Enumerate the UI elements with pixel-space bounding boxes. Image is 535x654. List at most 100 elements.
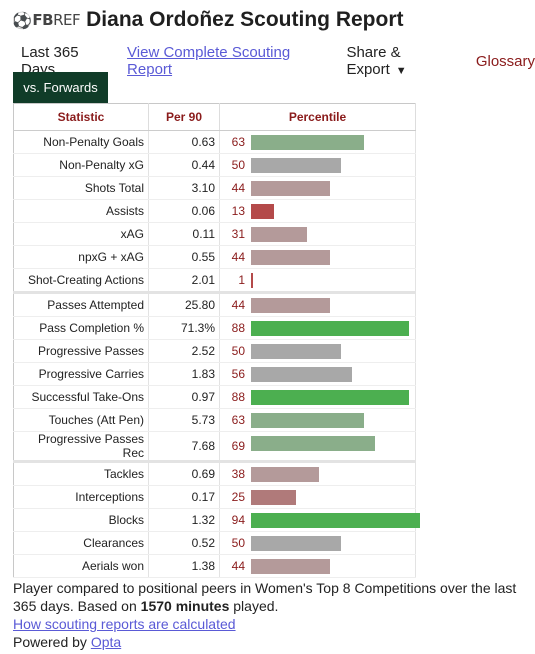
scouting-table: Statistic Per 90 Percentile Non-Penalty … <box>13 103 420 578</box>
stat-name: Progressive Passes <box>13 339 149 363</box>
table-row: Non-Penalty xG 0.44 50 <box>13 153 416 177</box>
percentile-value: 13 <box>231 204 245 218</box>
percentile-cell: 69 <box>219 431 416 463</box>
percentile-bar <box>251 181 330 196</box>
header: ⚽ FB REF Diana Ordoñez Scouting Report <box>12 8 404 32</box>
percentile-bar <box>251 413 364 428</box>
percentile-bar <box>251 490 296 505</box>
percentile-value: 50 <box>231 344 245 358</box>
per90-value: 0.55 <box>148 245 220 269</box>
per90-value: 0.69 <box>148 461 220 486</box>
percentile-cell: 88 <box>219 385 416 409</box>
percentile-value: 88 <box>231 390 245 404</box>
percentile-bar <box>251 513 420 528</box>
percentile-cell: 50 <box>219 531 416 555</box>
percentile-value: 69 <box>231 439 245 453</box>
percentile-bar <box>251 436 375 451</box>
table-row: npxG + xAG 0.55 44 <box>13 245 416 269</box>
percentile-value: 63 <box>231 413 245 427</box>
percentile-bar <box>251 135 364 150</box>
table-row: Aerials won 1.38 44 <box>13 554 416 578</box>
percentile-bar <box>251 158 341 173</box>
stat-name: Touches (Att Pen) <box>13 408 149 432</box>
tab-vs-forwards[interactable]: vs. Forwards <box>13 72 108 103</box>
percentile-cell: 94 <box>219 508 420 532</box>
percentile-cell: 25 <box>219 485 416 509</box>
percentile-cell: 1 <box>219 268 416 294</box>
stat-name: Tackles <box>13 461 149 486</box>
stat-name: Shots Total <box>13 176 149 200</box>
percentile-value: 56 <box>231 367 245 381</box>
per90-value: 25.80 <box>148 292 220 317</box>
opta-link[interactable]: Opta <box>90 634 122 650</box>
complete-report-link[interactable]: View Complete Scouting Report <box>127 44 291 78</box>
table-row: Successful Take-Ons 0.97 88 <box>13 385 416 409</box>
share-export-menu[interactable]: Share & Export ▼ <box>346 44 457 78</box>
percentile-value: 44 <box>231 559 245 573</box>
percentile-bar <box>251 559 330 574</box>
footer-note-end: played. <box>229 598 279 614</box>
table-body: Non-Penalty Goals 0.63 63 Non-Penalty xG 0.4… <box>13 130 420 578</box>
percentile-value: 88 <box>231 321 245 335</box>
percentile-value: 44 <box>231 298 245 312</box>
table-row: Non-Penalty Goals 0.63 63 <box>13 130 416 154</box>
percentile-cell: 31 <box>219 222 416 246</box>
percentile-bar <box>251 227 307 242</box>
per90-value: 1.32 <box>148 508 220 532</box>
table-row: Progressive Carries 1.83 56 <box>13 362 416 386</box>
percentile-value: 1 <box>238 273 245 287</box>
per90-value: 0.44 <box>148 153 220 177</box>
percentile-value: 38 <box>231 467 245 481</box>
table-row: Pass Completion % 71.3% 88 <box>13 316 416 340</box>
table-row: Interceptions 0.17 25 <box>13 485 416 509</box>
percentile-cell: 50 <box>219 153 416 177</box>
percentile-bar <box>251 204 274 219</box>
percentile-value: 44 <box>231 250 245 264</box>
stat-name: Clearances <box>13 531 149 555</box>
per90-value: 5.73 <box>148 408 220 432</box>
logo-fb-text: FB <box>32 11 54 29</box>
per90-value: 3.10 <box>148 176 220 200</box>
percentile-value: 50 <box>231 536 245 550</box>
percentile-cell: 44 <box>219 554 416 578</box>
fbref-logo[interactable]: ⚽ FB REF <box>12 11 81 30</box>
stat-name: Non-Penalty Goals <box>13 130 149 154</box>
col-header-percentile: Percentile <box>219 103 416 131</box>
stat-name: Successful Take-Ons <box>13 385 149 409</box>
percentile-value: 44 <box>231 181 245 195</box>
stat-name: Pass Completion % <box>13 316 149 340</box>
percentile-bar <box>251 536 341 551</box>
stat-name: npxG + xAG <box>13 245 149 269</box>
per90-value: 0.52 <box>148 531 220 555</box>
stat-name: Interceptions <box>13 485 149 509</box>
per90-value: 0.11 <box>148 222 220 246</box>
stat-name: Blocks <box>13 508 149 532</box>
percentile-bar <box>251 344 341 359</box>
table-row: Shots Total 3.10 44 <box>13 176 416 200</box>
percentile-cell: 50 <box>219 339 416 363</box>
stat-name: Passes Attempted <box>13 292 149 317</box>
powered-by-label: Powered by <box>13 634 91 650</box>
percentile-cell: 88 <box>219 316 416 340</box>
percentile-value: 25 <box>231 490 245 504</box>
percentile-cell: 56 <box>219 362 416 386</box>
per90-value: 2.52 <box>148 339 220 363</box>
percentile-value: 94 <box>231 513 245 527</box>
percentile-cell: 44 <box>219 176 416 200</box>
percentile-bar <box>251 321 409 336</box>
table-row: Tackles 0.69 38 <box>13 461 416 486</box>
percentile-bar <box>251 273 253 288</box>
per90-value: 0.97 <box>148 385 220 409</box>
table-row: Assists 0.06 13 <box>13 199 416 223</box>
minutes-played: 1570 minutes <box>140 598 230 614</box>
table-row: Progressive Passes 2.52 50 <box>13 339 416 363</box>
how-calculated-link[interactable]: How scouting reports are calculated <box>13 616 236 632</box>
col-header-per90: Per 90 <box>148 103 220 131</box>
page-title: Diana Ordoñez Scouting Report <box>86 8 404 31</box>
per90-value: 0.17 <box>148 485 220 509</box>
percentile-bar <box>251 390 409 405</box>
percentile-bar <box>251 250 330 265</box>
footer-note-text: Player compared to positional peers in W… <box>13 580 517 614</box>
glossary-link[interactable]: Glossary <box>475 52 535 70</box>
footer-note: Player compared to positional peers in W… <box>13 579 523 615</box>
